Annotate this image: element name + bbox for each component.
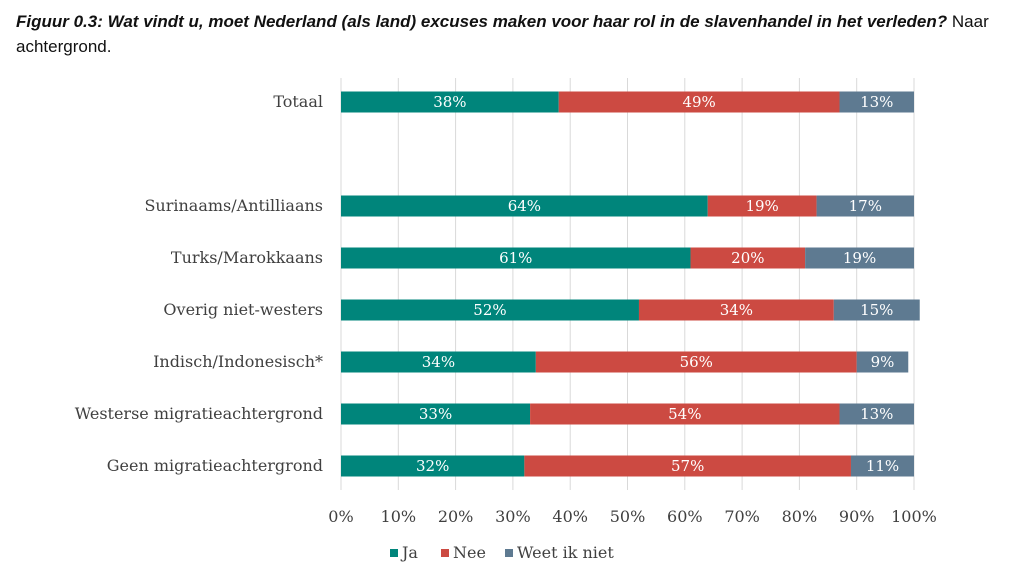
- chart-title-bold: Figuur 0.3: Wat vindt u, moet Nederland …: [16, 12, 948, 31]
- bar-segment: [341, 403, 531, 425]
- category-label: Totaal: [273, 92, 323, 111]
- data-label: 20%: [731, 249, 764, 267]
- bar-segment: [707, 195, 817, 217]
- data-label: 56%: [680, 353, 713, 371]
- bar-segment: [850, 455, 914, 477]
- bar-segment: [839, 403, 914, 425]
- data-label: 11%: [866, 457, 899, 475]
- bar-segment: [805, 247, 914, 269]
- x-tick-label: 70%: [724, 507, 760, 526]
- bar-segment: [341, 299, 639, 321]
- data-label: 38%: [433, 93, 466, 111]
- legend-label: Ja: [400, 543, 418, 562]
- data-label: 13%: [860, 405, 893, 423]
- category-label: Overig niet-westers: [163, 300, 323, 319]
- x-tick-label: 80%: [782, 507, 818, 526]
- category-label: Westerse migratieachtergrond: [75, 404, 323, 423]
- data-label: 32%: [416, 457, 449, 475]
- x-tick-label: 100%: [891, 507, 937, 526]
- x-tick-label: 90%: [839, 507, 875, 526]
- bar-segment: [816, 195, 914, 217]
- x-tick-label: 10%: [381, 507, 417, 526]
- data-label: 52%: [473, 301, 506, 319]
- category-label: Turks/Marokkaans: [171, 248, 323, 267]
- x-tick-label: 20%: [438, 507, 474, 526]
- category-label: Geen migratieachtergrond: [107, 456, 323, 475]
- data-label: 64%: [508, 197, 541, 215]
- bar-segment: [638, 299, 834, 321]
- legend-swatch: [390, 549, 398, 557]
- legend-swatch: [441, 549, 449, 557]
- bar-segment: [341, 351, 536, 373]
- data-label: 9%: [871, 353, 895, 371]
- data-label: 19%: [745, 197, 778, 215]
- data-label: 15%: [860, 301, 893, 319]
- x-tick-label: 30%: [495, 507, 531, 526]
- data-label: 34%: [720, 301, 753, 319]
- chart-title: Figuur 0.3: Wat vindt u, moet Nederland …: [16, 9, 1016, 59]
- bar-segment: [341, 247, 691, 269]
- data-label: 13%: [860, 93, 893, 111]
- x-tick-label: 0%: [328, 507, 353, 526]
- x-tick-label: 40%: [552, 507, 588, 526]
- data-label: 19%: [843, 249, 876, 267]
- bar-segment: [524, 455, 851, 477]
- x-tick-label: 60%: [667, 507, 703, 526]
- bar-segment: [341, 455, 525, 477]
- data-label: 49%: [682, 93, 715, 111]
- bar-segment: [530, 403, 840, 425]
- data-label: 34%: [422, 353, 455, 371]
- category-label: Surinaams/Antilliaans: [144, 196, 323, 215]
- bar-segment: [690, 247, 806, 269]
- data-label: 54%: [668, 405, 701, 423]
- bar-segment: [341, 195, 708, 217]
- legend-swatch: [505, 549, 513, 557]
- legend-label: Nee: [453, 543, 486, 562]
- bar-segment: [535, 351, 857, 373]
- data-label: 61%: [499, 249, 532, 267]
- data-label: 57%: [671, 457, 704, 475]
- chart-title-rest: Naar achtergrond.: [16, 12, 989, 56]
- bar-segment: [341, 91, 559, 113]
- category-label: Indisch/Indonesisch*: [153, 352, 323, 371]
- bar-segment: [558, 91, 840, 113]
- x-tick-label: 50%: [610, 507, 646, 526]
- bar-segment: [839, 91, 914, 113]
- legend-label: Weet ik niet: [517, 543, 614, 562]
- data-label: 17%: [849, 197, 882, 215]
- bar-segment: [833, 299, 920, 321]
- data-label: 33%: [419, 405, 452, 423]
- bar-segment: [856, 351, 909, 373]
